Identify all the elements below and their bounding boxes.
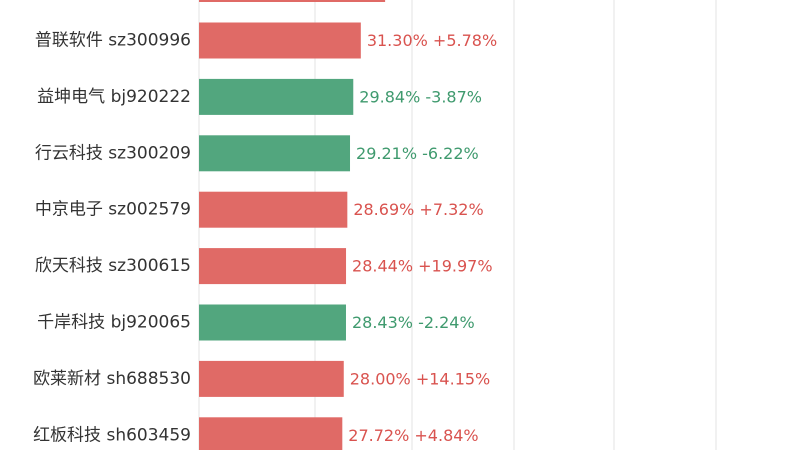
data-label: 29.21% -6.22%	[356, 144, 479, 163]
labels-group: 普联软件 sz300996 31.30% +5.78% 益坤电气 bj920222 2…	[33, 31, 497, 446]
bar	[199, 22, 361, 59]
bar	[199, 360, 344, 397]
data-label: 27.72% +4.84%	[348, 426, 478, 445]
data-label: 31.30% +5.78%	[367, 31, 497, 50]
category-label: 普联软件 sz300996	[35, 31, 191, 51]
category-label: 益坤电气 bj920222	[37, 87, 191, 107]
category-label: 欧莱新材 sh688530	[33, 369, 191, 389]
data-label: 28.44% +19.97%	[352, 257, 493, 276]
data-label: 28.00% +14.15%	[350, 369, 491, 388]
category-label: 欣天科技 sz300615	[35, 256, 191, 276]
bar	[199, 417, 343, 450]
bar	[199, 135, 351, 172]
bars-group	[199, 0, 386, 450]
bar	[199, 78, 354, 115]
category-label: 中京电子 sz002579	[35, 200, 191, 220]
bar	[199, 304, 346, 341]
data-label: 28.69% +7.32%	[353, 200, 483, 219]
bar	[199, 191, 348, 228]
category-label: 行云科技 sz300209	[35, 143, 191, 163]
bar	[199, 248, 347, 285]
category-label: 红板科技 sh603459	[33, 425, 191, 445]
data-label: 29.84% -3.87%	[359, 87, 482, 106]
data-label: 28.43% -2.24%	[352, 313, 475, 332]
bar-partial	[199, 0, 386, 2]
category-label: 千岸科技 bj920065	[37, 313, 191, 333]
